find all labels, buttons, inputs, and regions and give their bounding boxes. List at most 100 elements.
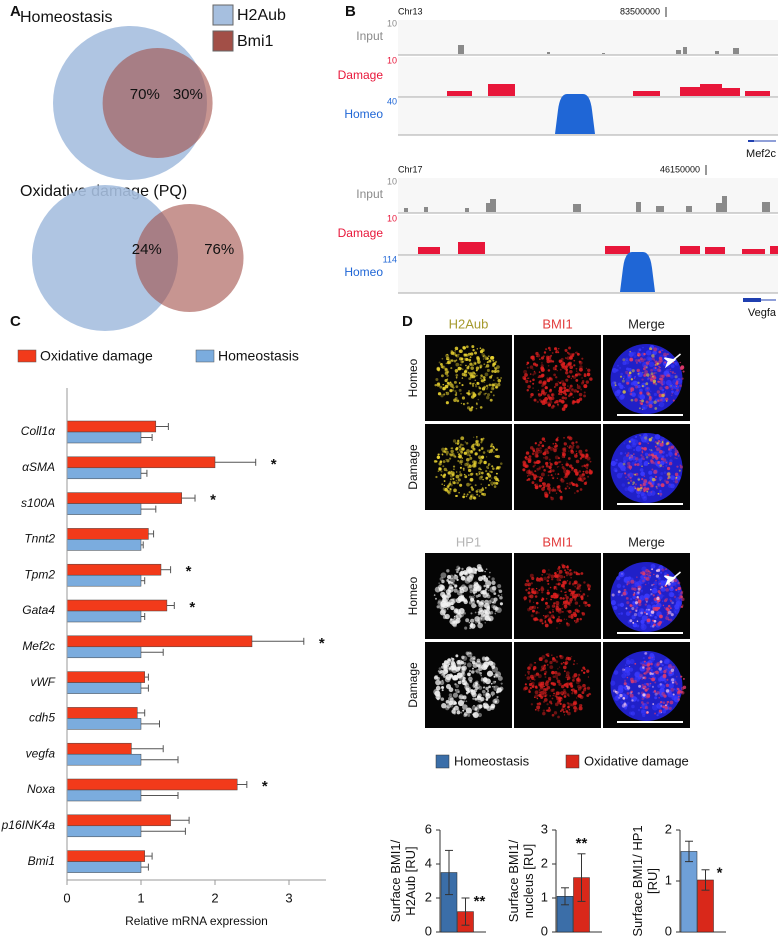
signal-block xyxy=(680,87,700,96)
image-speckle xyxy=(656,691,660,695)
image-speckle xyxy=(437,392,442,396)
signal-block xyxy=(770,246,778,254)
image-speckle xyxy=(470,595,475,600)
image-speckle xyxy=(670,668,675,672)
image-speckle xyxy=(654,670,657,673)
image-speckle xyxy=(621,573,623,575)
image-speckle xyxy=(459,443,463,446)
image-speckle xyxy=(647,695,651,699)
image-speckle xyxy=(556,349,558,352)
image-speckle xyxy=(529,594,534,599)
image-speckle xyxy=(610,680,616,686)
image-speckle xyxy=(563,365,568,370)
image-speckle xyxy=(562,382,567,387)
image-speckle xyxy=(656,487,658,490)
image-speckle xyxy=(615,458,618,462)
image-speckle xyxy=(561,464,563,466)
image-speckle xyxy=(439,680,445,686)
image-speckle xyxy=(483,363,486,366)
image-speckle xyxy=(555,588,558,591)
image-speckle xyxy=(544,440,546,443)
image-speckle xyxy=(641,451,644,454)
image-speckle xyxy=(634,662,637,665)
image-speckle xyxy=(545,597,548,600)
image-speckle xyxy=(653,400,657,404)
image-speckle xyxy=(550,688,554,693)
image-speckle xyxy=(468,595,472,599)
row-label: Damage xyxy=(406,444,420,490)
image-speckle xyxy=(539,619,543,622)
image-speckle xyxy=(443,660,449,665)
image-speckle xyxy=(624,700,626,702)
image-speckle xyxy=(447,574,452,580)
image-speckle xyxy=(536,355,538,358)
image-speckle xyxy=(489,398,493,402)
image-speckle xyxy=(446,569,450,573)
image-speckle xyxy=(624,452,627,455)
image-speckle xyxy=(456,451,459,454)
image-speckle xyxy=(538,466,542,469)
image-speckle xyxy=(560,357,564,361)
image-speckle xyxy=(471,660,476,665)
category-label: vWF xyxy=(30,675,55,689)
image-speckle xyxy=(672,399,675,402)
image-speckle xyxy=(654,366,657,369)
image-speckle xyxy=(664,391,667,393)
image-speckle xyxy=(495,448,498,451)
image-speckle xyxy=(564,487,567,490)
image-speckle xyxy=(558,392,561,396)
image-speckle xyxy=(548,706,551,709)
image-speckle xyxy=(536,475,539,478)
image-speckle xyxy=(637,708,641,712)
image-speckle xyxy=(547,369,551,372)
image-speckle xyxy=(486,615,490,619)
image-speckle xyxy=(641,455,645,459)
image-speckle xyxy=(556,570,559,573)
image-speckle xyxy=(667,610,672,615)
image-speckle xyxy=(449,481,452,483)
significance: * xyxy=(271,456,277,473)
image-speckle xyxy=(559,596,563,600)
image-speckle xyxy=(546,451,550,455)
image-speckle xyxy=(447,471,451,475)
image-speckle xyxy=(649,682,652,685)
image-speckle xyxy=(670,613,674,617)
image-speckle xyxy=(464,685,468,689)
image-speckle xyxy=(551,360,555,363)
image-speckle xyxy=(468,669,472,673)
image-speckle xyxy=(457,460,460,462)
y-tick-label: 6 xyxy=(425,821,432,836)
image-speckle xyxy=(586,669,590,673)
image-speckle xyxy=(653,597,658,601)
micrograph xyxy=(603,553,690,639)
significance: * xyxy=(319,635,325,652)
image-speckle xyxy=(478,704,483,709)
bar xyxy=(66,635,253,648)
image-speckle xyxy=(645,612,648,616)
image-speckle xyxy=(564,404,568,408)
image-speckle xyxy=(573,673,578,677)
image-speckle xyxy=(559,579,562,581)
image-speckle xyxy=(671,601,674,605)
image-speckle xyxy=(565,357,568,360)
image-speckle xyxy=(490,443,494,446)
image-speckle xyxy=(543,576,547,581)
image-speckle xyxy=(564,403,568,408)
image-speckle xyxy=(650,610,655,614)
image-speckle xyxy=(566,580,569,582)
image-speckle xyxy=(560,590,563,593)
image-speckle xyxy=(573,364,576,367)
image-speckle xyxy=(537,709,540,712)
image-speckle xyxy=(478,476,483,480)
image-speckle xyxy=(669,455,672,457)
image-speckle xyxy=(456,570,459,574)
image-speckle xyxy=(657,368,661,372)
image-speckle xyxy=(534,690,539,695)
image-speckle xyxy=(675,588,678,592)
image-speckle xyxy=(526,475,529,477)
image-speckle xyxy=(661,383,664,386)
image-speckle xyxy=(467,576,469,578)
image-speckle xyxy=(633,448,636,452)
image-speckle xyxy=(639,595,645,601)
micrograph xyxy=(603,335,690,421)
